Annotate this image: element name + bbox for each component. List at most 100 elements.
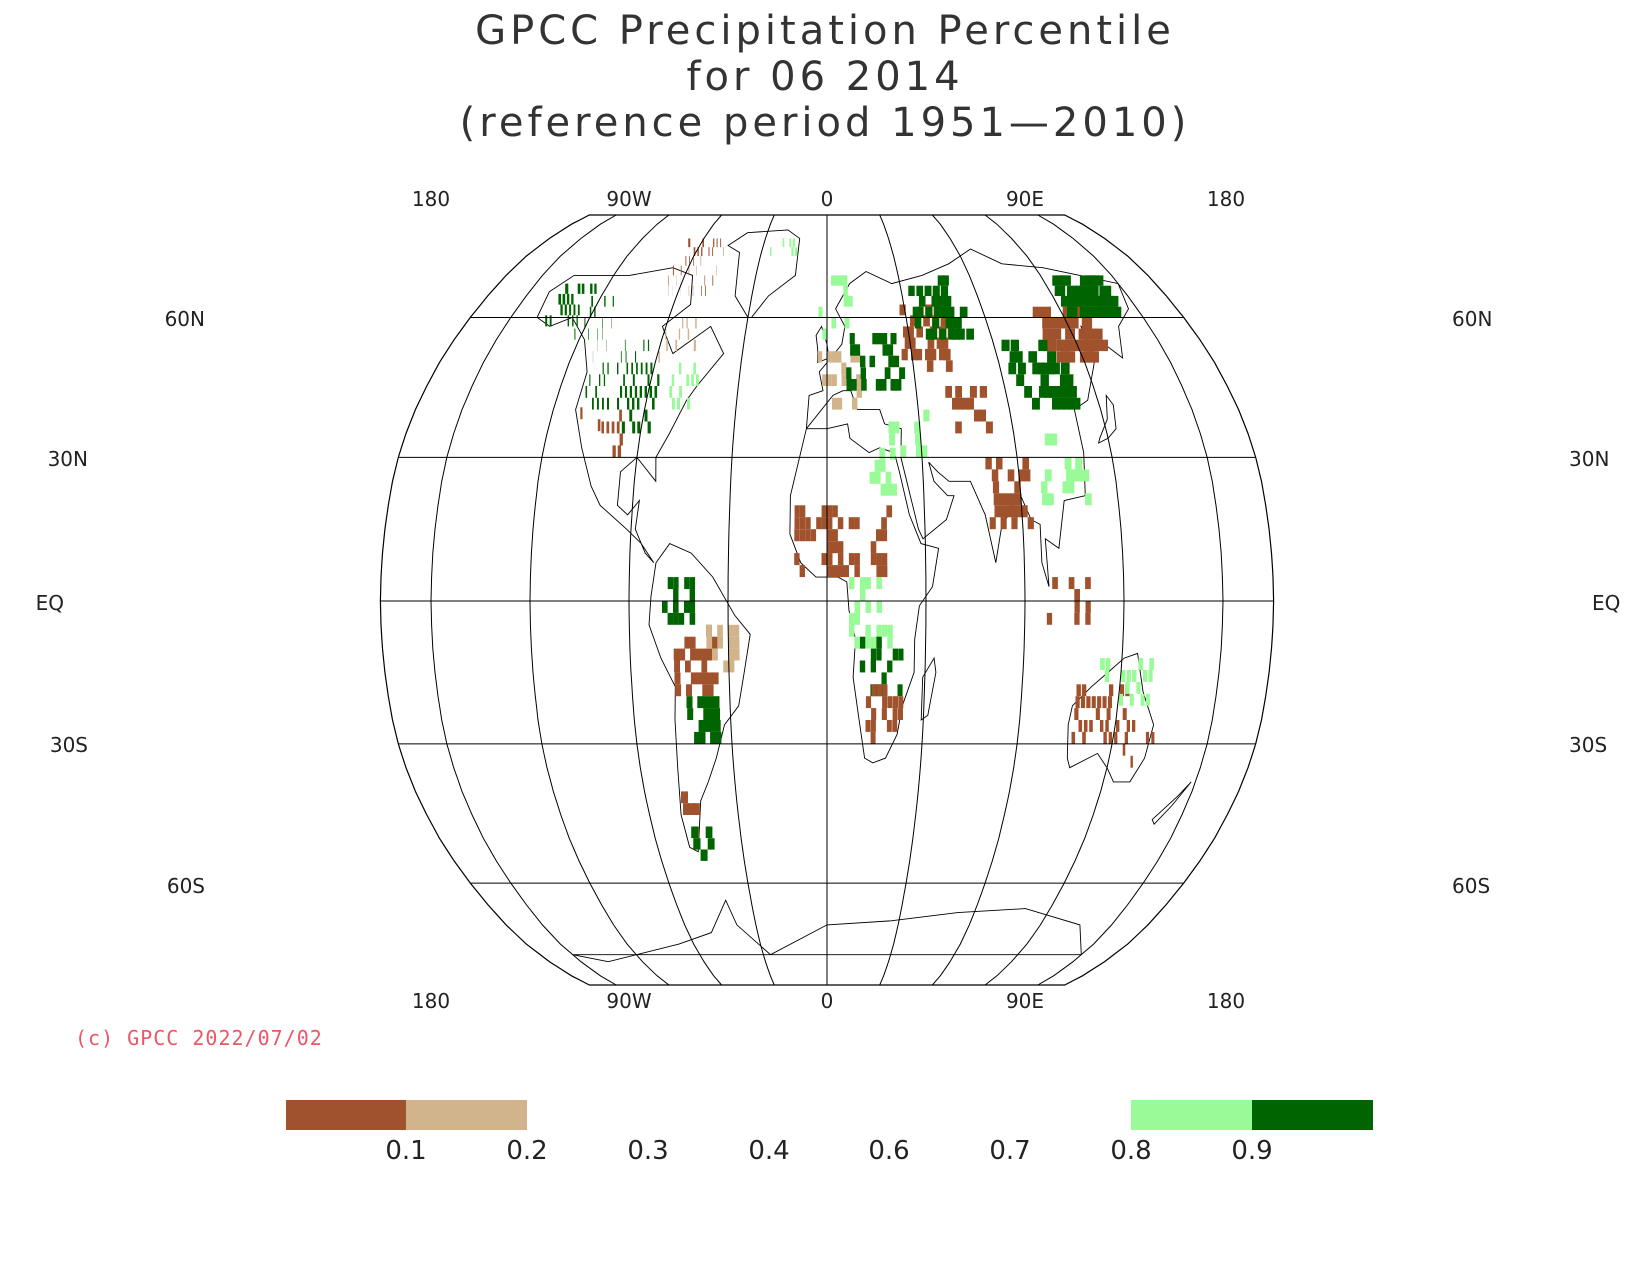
percentile-cell <box>805 529 811 542</box>
percentile-cell <box>876 636 882 649</box>
percentile-cell <box>685 256 687 266</box>
percentile-cell <box>865 601 871 613</box>
percentile-cell <box>626 362 629 375</box>
percentile-cell <box>876 601 882 613</box>
percentile-cell <box>681 791 688 804</box>
percentile-cell <box>604 295 606 307</box>
percentile-cell <box>885 471 892 484</box>
percentile-cell <box>917 306 924 318</box>
percentile-cell <box>1095 708 1100 720</box>
coastline <box>805 248 1129 587</box>
percentile-cell <box>577 283 581 294</box>
percentile-cell <box>1053 386 1062 398</box>
percentile-cell <box>1105 658 1111 670</box>
percentile-cell <box>952 397 959 410</box>
percentile-cell <box>545 315 548 327</box>
percentile-cell <box>647 339 650 352</box>
percentile-cell <box>1104 670 1110 682</box>
percentile-cell <box>647 421 651 434</box>
percentile-cell <box>1148 670 1153 682</box>
percentile-cell <box>688 265 690 276</box>
percentile-cell <box>635 351 637 363</box>
percentile-cell <box>827 529 833 542</box>
percentile-cell <box>602 397 604 410</box>
percentile-cell <box>915 433 922 446</box>
lon-label-bottom: 0 <box>821 989 834 1013</box>
percentile-cell <box>611 421 615 434</box>
percentile-cell <box>1132 720 1136 732</box>
percentile-cell <box>1017 362 1026 375</box>
percentile-cell <box>810 529 817 542</box>
percentile-cell <box>705 826 713 839</box>
percentile-cell <box>879 447 886 460</box>
percentile-cell <box>1122 743 1126 756</box>
percentile-cell <box>865 636 871 649</box>
percentile-cell <box>870 636 877 649</box>
percentile-cell <box>827 374 832 386</box>
percentile-cell <box>822 328 827 340</box>
percentile-cell <box>794 517 800 530</box>
percentile-cell <box>1125 681 1130 694</box>
percentile-cell <box>566 293 570 305</box>
percentile-cell <box>837 397 843 410</box>
percentile-cell <box>881 624 888 637</box>
percentile-cell <box>560 304 563 316</box>
percentile-cell <box>966 328 974 340</box>
percentile-cell <box>602 317 603 329</box>
percentile-cell <box>706 624 712 637</box>
percentile-cell <box>985 457 992 470</box>
percentile-cell <box>702 238 704 248</box>
percentile-cell <box>1085 577 1091 590</box>
percentile-cell <box>1047 493 1054 506</box>
percentile-cell <box>696 374 699 386</box>
percentile-cell <box>1009 493 1017 506</box>
percentile-cell <box>849 577 855 590</box>
percentile-cell <box>666 339 668 352</box>
percentile-cell <box>869 355 876 368</box>
percentile-cell <box>885 483 892 496</box>
percentile-cell <box>882 696 888 709</box>
percentile-cell <box>941 275 949 286</box>
percentile-cell <box>887 624 893 637</box>
percentile-cell <box>711 636 718 649</box>
percentile-cell <box>693 247 696 256</box>
percentile-cell <box>1037 362 1046 375</box>
percentile-cell <box>944 295 952 307</box>
percentile-cell <box>899 304 906 316</box>
coastline <box>920 656 937 721</box>
percentile-cell <box>821 553 827 566</box>
percentile-cell <box>1085 493 1092 506</box>
percentile-cell <box>847 295 853 307</box>
percentile-cell <box>943 348 951 361</box>
percentile-cell <box>831 374 837 386</box>
percentile-cell <box>1014 351 1023 363</box>
percentile-cell <box>1015 493 1022 506</box>
legend-swatch-very-dry <box>286 1100 406 1130</box>
percentile-cell <box>1023 469 1031 482</box>
percentile-cell <box>870 720 876 732</box>
percentile-cell <box>831 351 837 363</box>
lat-label-left: 30N <box>48 447 88 471</box>
percentile-cell <box>713 238 715 248</box>
percentile-cell <box>624 386 627 398</box>
percentile-cell <box>860 367 866 379</box>
percentile-cell <box>914 421 921 434</box>
lat-label-right: 30S <box>1569 733 1607 757</box>
percentile-cell <box>673 577 679 590</box>
percentile-cell <box>912 306 920 318</box>
percentile-cell <box>636 362 638 375</box>
percentile-cell <box>876 684 883 697</box>
percentile-cell <box>782 238 785 248</box>
percentile-cell <box>714 708 720 720</box>
percentile-cell <box>848 517 855 530</box>
percentile-cell <box>714 720 721 732</box>
percentile-cell <box>696 672 703 685</box>
percentile-cell <box>884 367 891 379</box>
percentile-cell <box>822 374 827 386</box>
percentile-cell <box>1001 339 1010 352</box>
meridian-line <box>984 214 1125 986</box>
percentile-cell <box>999 493 1006 506</box>
percentile-cell <box>910 315 917 327</box>
percentile-cell <box>1109 684 1114 697</box>
percentile-cell <box>1052 577 1058 590</box>
